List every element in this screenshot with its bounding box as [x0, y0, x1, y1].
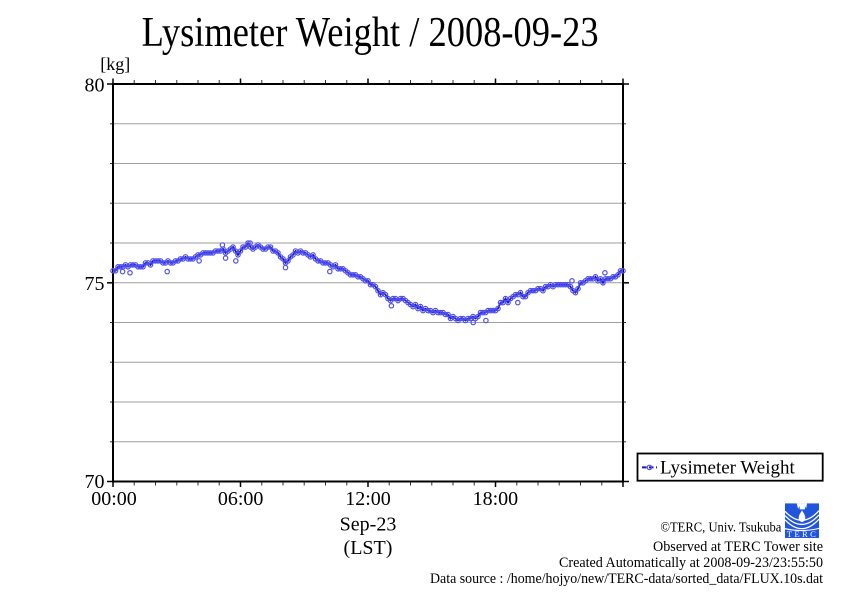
- svg-text:80: 80: [85, 75, 105, 97]
- svg-text:TERC: TERC: [787, 529, 819, 539]
- svg-text:[kg]: [kg]: [100, 54, 130, 74]
- svg-text:Lysimeter Weight / 2008-09-23: Lysimeter Weight / 2008-09-23: [142, 10, 599, 56]
- svg-text:©TERC, Univ. Tsukuba: ©TERC, Univ. Tsukuba: [660, 521, 782, 536]
- svg-text:70: 70: [85, 471, 105, 493]
- svg-text:(LST): (LST): [344, 537, 393, 559]
- svg-text:Observed at TERC Tower site: Observed at TERC Tower site: [653, 539, 823, 555]
- svg-text:06:00: 06:00: [218, 488, 264, 510]
- svg-text:Data source : /home/hojyo/new/: Data source : /home/hojyo/new/TERC-data/…: [430, 571, 824, 587]
- svg-text:00:00: 00:00: [91, 488, 137, 510]
- svg-text:18:00: 18:00: [473, 488, 519, 510]
- svg-text:12:00: 12:00: [345, 488, 391, 510]
- svg-text:Lysimeter Weight: Lysimeter Weight: [660, 458, 796, 479]
- svg-text:75: 75: [85, 273, 105, 295]
- svg-text:Sep-23: Sep-23: [340, 514, 397, 536]
- svg-text:Created Automatically at 2008-: Created Automatically at 2008-09-23/23:5…: [559, 555, 823, 571]
